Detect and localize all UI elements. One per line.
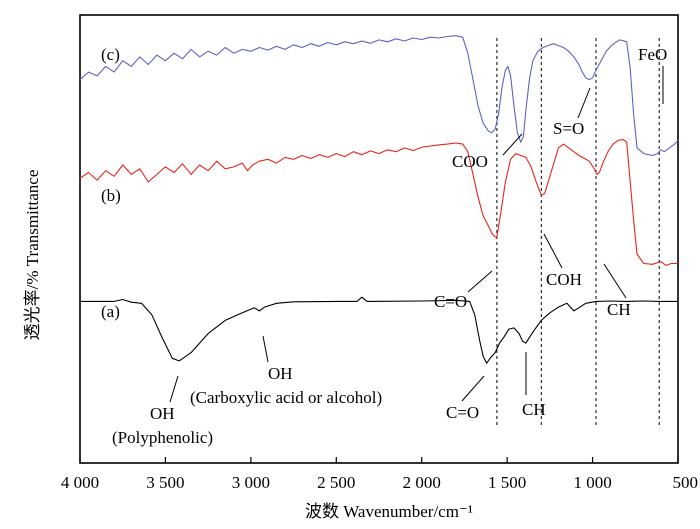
annotations: COO S=O FeO C=O COH CH OH (Polyphenolic)… [112,45,667,447]
annotation-feo: FeO [638,45,667,64]
annotation-coh: COH [546,270,582,289]
annotation-co-b: C=O [434,292,467,311]
x-tick-label-2000: 2 000 [403,473,441,492]
reference-lines [496,38,660,425]
series-label-c: (c) [101,45,120,64]
x-tick-label-1500: 1 500 [488,473,526,492]
annotation-arrow-ch-b [603,263,627,299]
annotation-polyphenolic: (Polyphenolic) [112,428,213,447]
annotation-carboxylic: (Carboxylic acid or alcohol) [190,388,382,407]
x-tick-label-2500: 2 500 [317,473,355,492]
x-tick-label-4000: 4 000 [61,473,99,492]
x-tick-label-1000: 1 000 [573,473,611,492]
x-axis-ticks [79,457,679,463]
x-axis-tick-labels: 4 000 3 500 3 000 2 500 2 000 1 500 1 000 500 [61,473,698,492]
annotation-arrow-oh-polyphenolic [169,375,179,403]
annotation-arrow-coh [543,233,563,269]
series-line-b [79,139,678,266]
annotation-arrow-co-b [467,270,493,293]
series-label-b: (b) [101,186,121,205]
annotation-arrow-so [577,87,591,119]
series-line-c [79,35,679,157]
spectra-series [79,35,679,364]
x-axis-title: 波数 Wavenumber/cm⁻¹ [305,502,473,521]
annotation-coo: COO [452,152,488,171]
annotation-oh-polyphenolic: OH [150,404,175,423]
x-tick-label-3000: 3 000 [232,473,270,492]
annotation-oh-carboxylic: OH [268,364,293,383]
annotation-arrow-co-a [461,375,485,402]
annotation-arrow-oh-carboxylic [262,335,269,363]
annotation-co-a: C=O [446,403,479,422]
annotation-ch-a: CH [522,400,546,419]
annotation-ch-b: CH [607,300,631,319]
x-tick-label-500: 500 [673,473,699,492]
y-axis-title: 透光率/% Transmittance [23,170,42,341]
series-label-a: (a) [101,302,120,321]
x-tick-label-3500: 3 500 [146,473,184,492]
series-line-a [80,296,678,364]
annotation-so: S=O [553,119,584,138]
annotation-arrow-coo [502,133,523,156]
plot-frame [79,14,679,464]
